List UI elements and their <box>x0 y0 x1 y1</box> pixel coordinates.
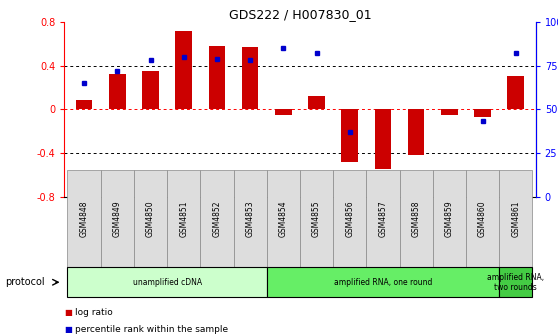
Bar <box>308 96 325 109</box>
Text: GSM4848: GSM4848 <box>80 200 89 237</box>
Bar <box>507 77 524 109</box>
Text: ■: ■ <box>64 325 72 334</box>
Text: GSM4857: GSM4857 <box>378 200 387 237</box>
Text: protocol: protocol <box>6 277 45 287</box>
Bar <box>374 109 391 169</box>
Text: GSM4854: GSM4854 <box>279 200 288 237</box>
Bar <box>441 109 458 115</box>
Bar <box>109 74 126 109</box>
Title: GDS222 / H007830_01: GDS222 / H007830_01 <box>229 8 371 21</box>
Bar <box>76 100 93 109</box>
Text: GSM4861: GSM4861 <box>511 200 520 237</box>
Text: GSM4851: GSM4851 <box>179 200 188 237</box>
Text: GSM4852: GSM4852 <box>213 200 222 237</box>
Bar <box>209 46 225 109</box>
Text: GSM4859: GSM4859 <box>445 200 454 237</box>
Bar <box>341 109 358 162</box>
Bar <box>175 31 192 109</box>
Text: GSM4849: GSM4849 <box>113 200 122 237</box>
Text: GSM4858: GSM4858 <box>412 200 421 237</box>
Text: GSM4860: GSM4860 <box>478 200 487 237</box>
Bar <box>408 109 425 155</box>
Text: GSM4850: GSM4850 <box>146 200 155 237</box>
Bar <box>474 109 491 117</box>
Text: GSM4855: GSM4855 <box>312 200 321 237</box>
Text: ■: ■ <box>64 308 72 317</box>
Text: log ratio: log ratio <box>75 308 113 317</box>
Text: percentile rank within the sample: percentile rank within the sample <box>75 325 228 334</box>
Text: amplified RNA, one round: amplified RNA, one round <box>334 278 432 287</box>
Text: amplified RNA,
two rounds: amplified RNA, two rounds <box>487 272 544 292</box>
Text: unamplified cDNA: unamplified cDNA <box>133 278 201 287</box>
Text: GSM4853: GSM4853 <box>246 200 254 237</box>
Text: GSM4856: GSM4856 <box>345 200 354 237</box>
Bar <box>142 71 159 109</box>
Bar <box>275 109 292 115</box>
Bar <box>242 47 258 109</box>
